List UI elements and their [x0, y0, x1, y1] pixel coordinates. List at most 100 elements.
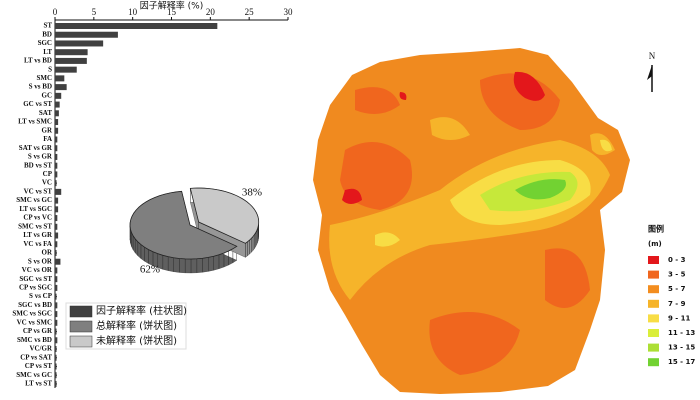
map-low	[340, 73, 590, 375]
y-tick-label: SMC vs BD	[17, 336, 52, 344]
bar	[55, 337, 58, 344]
y-tick-label: LT vs BD	[24, 57, 52, 65]
x-axis-title: 因子解释率 (%)	[140, 0, 203, 12]
map-red	[342, 71, 545, 204]
y-tick-label: S	[48, 65, 52, 73]
y-tick-label: SGC	[38, 39, 52, 47]
north-label: N	[649, 51, 656, 61]
bar	[55, 258, 61, 265]
map-legend-swatch	[648, 285, 659, 294]
bar	[55, 206, 59, 213]
x-tick-label: 15	[167, 7, 177, 17]
map-legend-swatch	[648, 329, 659, 337]
y-tick-label: CP vs VC	[23, 214, 52, 222]
bar	[55, 346, 57, 353]
bar	[55, 293, 57, 300]
y-tick-label: SMC vs ST	[18, 222, 52, 230]
pie-slice	[189, 187, 260, 244]
map-legend-label: 3 - 5	[668, 271, 686, 279]
bar	[55, 311, 58, 318]
y-tick-label: SMC	[36, 74, 52, 82]
bar	[55, 171, 58, 178]
y-tick-label: S vs CP	[29, 292, 53, 300]
legend-swatch	[69, 320, 93, 333]
y-tick-label: LT vs GR	[23, 231, 53, 239]
y-tick-label: FA	[43, 135, 52, 143]
bar	[55, 284, 58, 291]
bar	[55, 57, 87, 64]
bar	[55, 267, 58, 274]
y-tick-label: SAT	[39, 109, 52, 117]
map-legend-unit: (m)	[648, 240, 662, 248]
y-tick-label: CP vs ST	[25, 362, 53, 370]
bar	[55, 101, 60, 108]
y-tick-label: S vs BD	[29, 83, 52, 91]
bar	[55, 302, 58, 309]
bar	[55, 119, 59, 126]
bar	[55, 66, 77, 73]
x-tick-label: 10	[128, 7, 138, 17]
bar	[55, 188, 62, 195]
legend-label: 未解释率 (饼状图)	[96, 334, 177, 347]
y-tick-label: SAT vs GR	[19, 144, 53, 152]
legend-swatch	[69, 335, 93, 348]
arrow-head	[647, 65, 652, 80]
pie-value-label: 62%	[140, 264, 160, 276]
bar	[55, 319, 58, 326]
map-legend-title: 图例	[648, 224, 664, 234]
bar	[55, 197, 59, 204]
map-legend-swatch	[648, 343, 659, 352]
bar	[55, 136, 58, 143]
map-legend-swatch	[648, 299, 659, 308]
y-tick-label: CP vs SAT	[20, 353, 52, 361]
bar	[55, 380, 57, 387]
y-tick-label: SMC vs GC	[16, 196, 52, 204]
map-legend-swatch	[648, 314, 659, 323]
y-tick-label: S vs GR	[28, 153, 53, 161]
pie	[129, 187, 260, 274]
map-legend-label: 13 - 15	[668, 344, 695, 352]
bar	[55, 145, 58, 152]
y-tick-label: BD vs ST	[24, 161, 52, 169]
map-legend-label: 7 - 9	[668, 300, 686, 308]
y-tick-label: CP	[43, 170, 53, 178]
y-tick-label: LT vs ST	[25, 380, 52, 388]
map-legend-label: 11 - 13	[668, 329, 695, 337]
bar	[55, 23, 218, 29]
bar	[55, 110, 59, 117]
bar	[55, 127, 59, 134]
map-core	[515, 179, 566, 200]
map-legend-label: 9 - 11	[668, 314, 691, 322]
map-legend-swatch	[648, 270, 659, 279]
y-tick-label: GR	[42, 126, 53, 134]
bar	[55, 328, 57, 335]
bar	[55, 363, 57, 370]
bar	[55, 75, 65, 82]
y-tick-label: VC vs ST	[24, 187, 53, 195]
x-tick-label: 20	[206, 7, 216, 17]
bar	[55, 40, 104, 47]
legend-label: 因子解释率 (柱状图)	[96, 304, 187, 317]
x-tick-label: 0	[53, 7, 58, 17]
y-tick-label: VC/GR	[29, 345, 53, 353]
y-tick-label: VC vs FA	[23, 240, 52, 248]
map: N 图例 (m)	[313, 48, 664, 394]
y-tick-label: OR	[42, 249, 53, 257]
bar	[55, 354, 57, 361]
y-tick-label: GC vs ST	[23, 100, 52, 108]
legend-swatch	[69, 305, 93, 318]
north-arrow: N	[647, 51, 656, 92]
map-legend-swatch	[648, 256, 659, 264]
bar	[55, 162, 58, 169]
y-tick-label: GC	[42, 91, 53, 99]
y-tick-label: VC vs OR	[22, 266, 53, 274]
bar	[55, 372, 57, 379]
pie-value-label: 38%	[242, 187, 262, 199]
map-legend-label: 0 - 3	[668, 256, 686, 264]
y-tick-label: SMC vs GC	[16, 371, 52, 379]
map-legend-label: 15 - 17	[668, 358, 695, 366]
y-tick-label: BD	[42, 30, 52, 38]
bar	[55, 84, 67, 91]
y-tick-label: SGC vs BD	[18, 301, 52, 309]
bar	[55, 215, 58, 222]
